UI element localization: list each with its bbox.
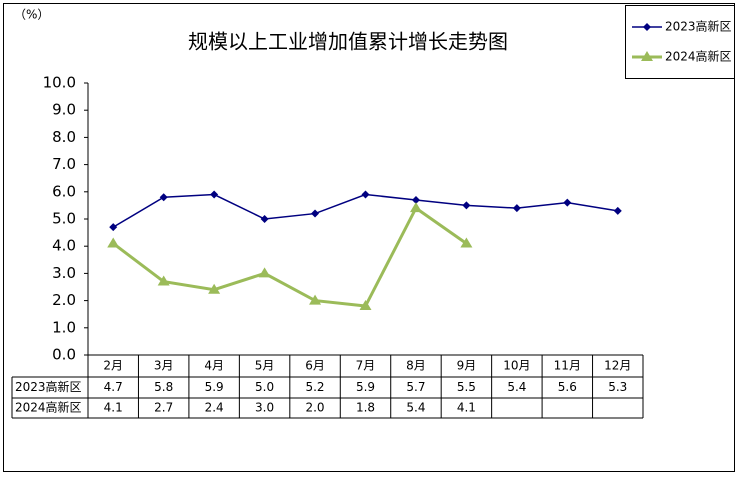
legend-box [625, 5, 735, 79]
y-tick-label: 2.0 [52, 291, 76, 309]
marker [641, 51, 653, 61]
marker [409, 202, 422, 213]
table-row-label: 2023高新区 [15, 379, 82, 394]
y-tick-label: 6.0 [52, 182, 76, 200]
marker [361, 190, 370, 199]
data-label: 4.1 [104, 401, 123, 415]
legend-label: 2024高新区 [665, 49, 732, 64]
marker [411, 195, 420, 204]
series-line [112, 205, 468, 308]
data-label: 3.0 [255, 401, 274, 415]
marker [309, 294, 322, 305]
data-label: 5.2 [305, 380, 324, 394]
x-tick-label: 3月 [154, 359, 174, 373]
x-tick-label: 10月 [503, 359, 530, 373]
data-label: 1.8 [356, 401, 375, 415]
data-label: 5.8 [154, 380, 173, 394]
y-tick-label: 5.0 [52, 210, 76, 228]
x-tick-label: 6月 [305, 359, 325, 373]
data-label: 5.9 [356, 380, 375, 394]
y-unit: （%） [14, 8, 49, 22]
x-tick-label: 9月 [457, 359, 477, 373]
x-tick-label: 8月 [406, 359, 426, 373]
data-label: 5.4 [507, 380, 526, 394]
marker [613, 206, 622, 215]
marker [157, 275, 170, 286]
legend-label: 2023高新区 [665, 19, 732, 34]
chart-title: 规模以上工业增加值累计增长走势图 [188, 30, 508, 54]
data-label: 5.0 [255, 380, 274, 394]
y-tick-label: 3.0 [52, 264, 76, 282]
data-label: 5.9 [205, 380, 224, 394]
marker [208, 283, 221, 294]
marker [563, 198, 572, 207]
data-label: 5.6 [558, 380, 577, 394]
data-label: 5.5 [457, 380, 476, 394]
marker [109, 223, 118, 232]
data-label: 2.0 [305, 401, 324, 415]
data-label: 5.7 [406, 380, 425, 394]
y-tick-label: 8.0 [52, 128, 76, 146]
data-label: 5.4 [406, 401, 425, 415]
chart-border [3, 3, 735, 472]
y-tick-label: 7.0 [52, 155, 76, 173]
y-tick-label: 10.0 [43, 74, 76, 92]
table-row-label: 2024高新区 [15, 400, 82, 415]
marker [460, 237, 473, 248]
marker [512, 204, 521, 213]
marker [258, 267, 271, 278]
x-tick-label: 11月 [554, 359, 581, 373]
y-tick-label: 4.0 [52, 237, 76, 255]
y-tick-label: 1.0 [52, 318, 76, 336]
data-label: 4.7 [104, 380, 123, 394]
data-label: 2.4 [205, 401, 224, 415]
marker [260, 215, 269, 223]
marker [311, 209, 320, 218]
x-tick-label: 5月 [255, 359, 275, 373]
data-label: 2.7 [154, 401, 173, 415]
marker [643, 23, 651, 31]
data-label: 4.1 [457, 401, 476, 415]
y-tick-label: 9.0 [52, 101, 76, 119]
x-tick-label: 12月 [604, 359, 631, 373]
marker [210, 190, 219, 199]
marker [107, 237, 120, 248]
marker [159, 193, 168, 202]
x-tick-label: 2月 [103, 359, 123, 373]
x-tick-label: 7月 [356, 359, 376, 373]
marker [359, 300, 372, 311]
x-tick-label: 4月 [204, 359, 224, 373]
y-tick-label: 0.0 [52, 346, 76, 364]
data-label: 5.3 [608, 380, 627, 394]
marker [462, 201, 471, 210]
